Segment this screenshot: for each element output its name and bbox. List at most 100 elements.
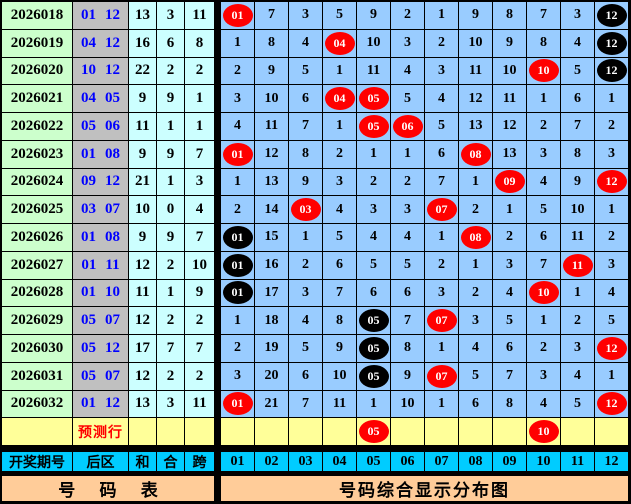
miss-count-cell: 2 [527, 335, 561, 363]
section-divider [215, 2, 221, 30]
issue-cell: 2026024 [2, 168, 73, 197]
hit-cell: 11 [561, 251, 595, 280]
ball-column-header-10: 10 [527, 452, 561, 472]
miss-count-cell: 3 [527, 140, 561, 169]
black-streak-circle: 12 [596, 31, 627, 55]
miss-count-cell: 9 [323, 335, 357, 363]
kua-cell: 4 [185, 196, 215, 224]
hit-cell: 01 [221, 390, 255, 419]
miss-count-cell: 5 [425, 113, 459, 141]
prediction-label: 预测行 [78, 425, 123, 441]
miss-count-cell: 6 [289, 85, 323, 113]
issue-column-header: 开奖期号 [2, 452, 73, 472]
prediction-cell [459, 418, 493, 446]
miss-count-cell: 2 [289, 251, 323, 280]
black-streak-circle: 05 [358, 336, 389, 360]
miss-count-cell: 2 [323, 140, 357, 169]
miss-count-cell: 4 [221, 113, 255, 141]
ball-column-header-11: 11 [561, 452, 595, 472]
he-cell: 1 [157, 279, 185, 308]
miss-count-cell: 3 [221, 362, 255, 391]
hit-cell: 09 [493, 168, 527, 197]
miss-count-cell: 8 [493, 2, 527, 30]
miss-count-cell: 4 [561, 29, 595, 58]
back-number-second: 12 [105, 395, 120, 412]
kua-cell: 2 [185, 362, 215, 391]
miss-count-cell: 9 [391, 362, 425, 391]
prediction-cell [391, 418, 425, 446]
prediction-cell [561, 418, 595, 446]
miss-count-cell: 8 [561, 140, 595, 169]
distribution-chart-title: 号码综合显示分布图 [221, 476, 629, 502]
hit-cell: 10 [527, 279, 561, 308]
miss-count-cell: 15 [255, 224, 289, 252]
miss-count-cell: 11 [493, 85, 527, 113]
ball-column-header-09: 09 [493, 452, 527, 472]
red-hit-circle: 08 [460, 225, 491, 249]
black-streak-circle: 12 [596, 3, 627, 27]
kua-header: 跨 [185, 452, 215, 472]
sum-cell: 16 [129, 29, 157, 58]
miss-count-cell: 7 [255, 2, 289, 30]
miss-count-cell: 5 [595, 307, 629, 335]
ball-column-header-05: 05 [357, 452, 391, 472]
he-cell: 0 [157, 196, 185, 224]
issue-cell: 2026022 [2, 113, 73, 141]
sum-cell: 9 [129, 85, 157, 113]
back-numbers-cell: 01 08 [73, 224, 129, 252]
miss-count-cell: 10 [391, 390, 425, 419]
miss-count-cell: 1 [221, 29, 255, 58]
black-streak-circle: 01 [222, 225, 253, 249]
he-cell: 2 [157, 362, 185, 391]
kua-cell: 8 [185, 29, 215, 58]
miss-count-cell: 5 [561, 57, 595, 86]
hit-cell: 07 [425, 362, 459, 391]
back-number-first: 01 [81, 6, 96, 23]
ball-column-header-08: 08 [459, 452, 493, 472]
red-hit-circle: 01 [222, 392, 253, 416]
hit-cell: 05 [357, 113, 391, 141]
red-hit-circle: 05 [358, 114, 389, 138]
hit-cell: 12 [595, 335, 629, 363]
miss-count-cell: 4 [323, 196, 357, 224]
issue-cell: 2026018 [2, 2, 73, 30]
red-hit-circle: 01 [222, 3, 253, 27]
red-hit-circle: 10 [528, 281, 559, 305]
he-cell: 9 [157, 224, 185, 252]
hit-cell: 08 [459, 140, 493, 169]
miss-count-cell: 16 [255, 251, 289, 280]
miss-count-cell: 3 [527, 362, 561, 391]
issue-cell: 2026031 [2, 362, 73, 391]
red-hit-circle: 08 [460, 142, 491, 166]
he-header: 合 [157, 452, 185, 472]
miss-count-cell: 1 [425, 390, 459, 419]
kua-cell: 11 [185, 2, 215, 30]
sum-cell: 11 [129, 279, 157, 308]
miss-count-cell: 20 [255, 362, 289, 391]
hit-cell: 03 [289, 196, 323, 224]
issue-cell: 2026019 [2, 29, 73, 58]
issue-cell: 2026026 [2, 224, 73, 252]
kua-cell: 2 [185, 307, 215, 335]
miss-count-cell: 4 [425, 85, 459, 113]
miss-count-cell: 8 [289, 140, 323, 169]
miss-count-cell: 2 [391, 2, 425, 30]
issue-cell: 2026030 [2, 335, 73, 363]
miss-count-cell: 1 [357, 390, 391, 419]
back-number-second: 08 [105, 228, 120, 245]
miss-count-cell: 11 [459, 57, 493, 86]
red-hit-circle: 06 [392, 114, 423, 138]
miss-count-cell: 4 [527, 168, 561, 197]
miss-count-cell: 4 [357, 224, 391, 252]
miss-count-cell: 3 [493, 251, 527, 280]
prediction-kua-cell [185, 418, 215, 446]
ball-column-header-06: 06 [391, 452, 425, 472]
red-hit-circle: 07 [426, 198, 457, 222]
back-number-first: 05 [81, 312, 96, 329]
back-number-second: 12 [105, 34, 120, 51]
miss-count-cell: 8 [323, 307, 357, 335]
red-hit-circle: 11 [562, 253, 593, 277]
miss-count-cell: 6 [391, 279, 425, 308]
issue-cell: 2026029 [2, 307, 73, 335]
